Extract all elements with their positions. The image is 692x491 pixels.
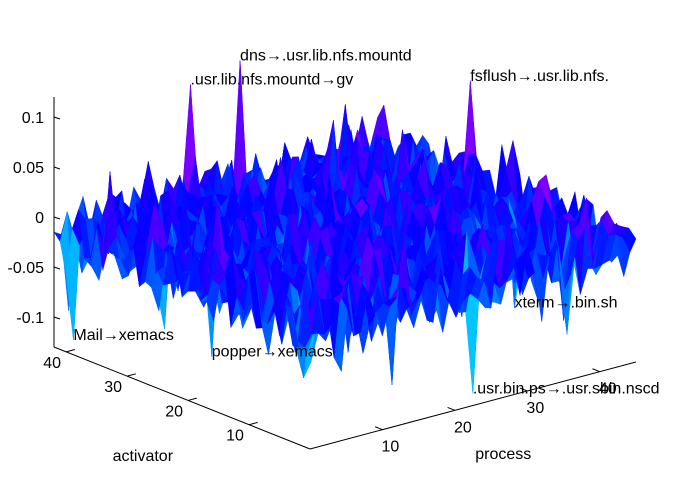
z-tick-label: -0.05 <box>8 260 45 277</box>
x-tick-mark <box>374 426 383 431</box>
x-axis-line <box>309 361 637 450</box>
annotation-label: Mail→xemacs <box>73 327 173 344</box>
z-tick-mark <box>53 116 61 120</box>
y-tick-label: 20 <box>165 403 183 420</box>
x-tick-label: 40 <box>599 381 617 398</box>
y-tick-mark <box>66 349 76 353</box>
annotation-label: dns→.usr.lib.nfs.mountd <box>240 47 412 64</box>
y-axis-line <box>53 346 311 450</box>
annotation-label: popper→xemacs <box>212 344 333 361</box>
x-tick-mark <box>519 387 528 392</box>
z-tick-label: 0.1 <box>22 110 44 127</box>
y-tick-label: 40 <box>43 355 61 372</box>
x-tick-label: 20 <box>454 419 472 436</box>
y-tick-mark <box>187 397 197 401</box>
annotation-label: fsflush→.usr.lib.nfs. <box>470 68 609 85</box>
z-tick-label: 0.05 <box>13 160 44 177</box>
annotation-label: xterm→.bin.sh <box>514 295 617 312</box>
axes: 10 20 30 40 10 20 30 40 0.1 0.05 0 -0.05 -0.1 process… <box>8 97 637 465</box>
y-tick-mark <box>127 373 136 377</box>
x-axis-label: process <box>475 446 531 463</box>
z-tick-mark <box>53 216 61 220</box>
x-tick-mark <box>447 406 456 411</box>
surface-mesh <box>53 60 637 394</box>
annotation-label: .usr.lib.nfs.mountd→gv <box>190 72 353 89</box>
x-tick-mark <box>592 368 600 373</box>
x-tick-label: 30 <box>526 400 544 417</box>
annotation-label: .usr.bin.ps→.usr.sbin.nscd <box>473 380 660 397</box>
x-tick-label: 10 <box>382 439 400 456</box>
z-tick-label: 0 <box>35 210 44 227</box>
y-tick-label: 10 <box>226 428 244 445</box>
y-axis-label: activator <box>113 448 174 465</box>
surface-cell <box>303 288 318 334</box>
y-tick-mark <box>248 421 258 426</box>
y-tick-label: 30 <box>104 379 122 396</box>
annotations: dns→.usr.lib.nfs.mountd .usr.lib.nfs.moun… <box>73 47 659 397</box>
z-tick-mark <box>53 316 61 320</box>
z-tick-label: -0.1 <box>16 310 44 327</box>
z-tick-mark <box>53 166 61 170</box>
z-tick-mark <box>53 266 61 270</box>
